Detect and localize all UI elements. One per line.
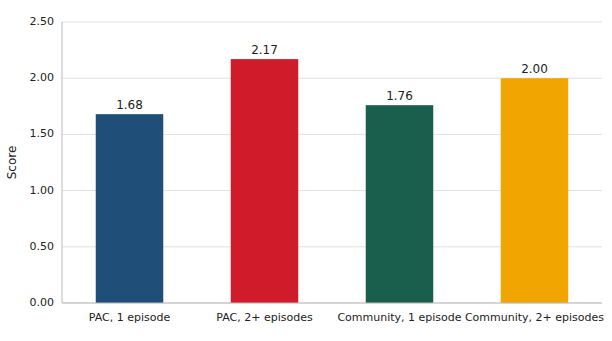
x-tick-label: Community, 2+ episodes [465,311,604,324]
bars [96,59,569,303]
y-tick-label: 2.00 [30,71,55,84]
y-tick-label: 1.00 [30,184,55,197]
bar [231,59,299,303]
y-axis: 0.00 0.50 1.00 1.50 2.00 2.50 [30,15,55,309]
data-label: 1.68 [116,98,143,112]
data-label: 2.17 [251,43,278,57]
x-axis-line [62,303,602,304]
chart-container: 0.00 0.50 1.00 1.50 2.00 2.50 1.68 2.17 1.76 2.00… [0,0,612,341]
x-axis: PAC, 1 episode PAC, 2+ episodes Community,… [89,311,605,324]
data-label: 2.00 [521,62,548,76]
y-tick-label: 2.50 [30,15,55,28]
y-tick-label: 0.00 [30,296,55,309]
y-tick-label: 0.50 [30,240,55,253]
y-axis-title: Score [5,146,19,180]
grid-line [62,303,602,304]
grid [62,22,602,303]
bar [366,105,434,303]
chart: 0.00 0.50 1.00 1.50 2.00 2.50 1.68 2.17 1.76 2.00… [0,0,612,341]
bar [96,114,164,303]
y-axis-line [62,22,63,303]
grid-line [62,22,602,23]
data-labels: 1.68 2.17 1.76 2.00 [116,43,548,112]
bar [501,78,569,303]
y-tick-label: 1.50 [30,127,55,140]
x-tick-label: Community, 1 episode [337,311,461,324]
data-label: 1.76 [386,89,413,103]
x-tick-label: PAC, 2+ episodes [216,311,313,324]
x-tick-label: PAC, 1 episode [89,311,171,324]
